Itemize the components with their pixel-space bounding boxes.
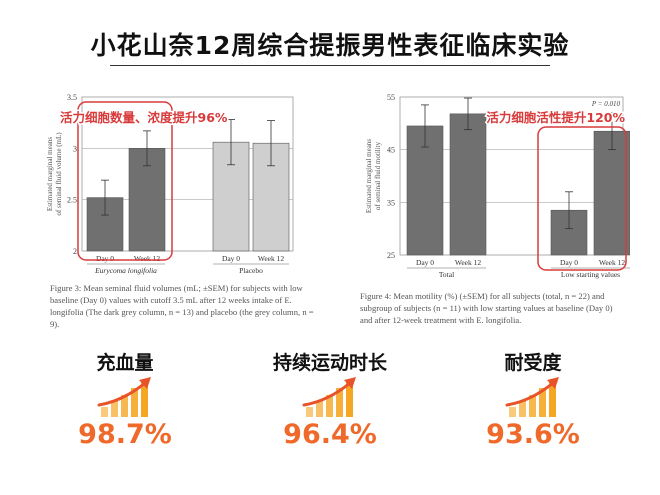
y-tick-label: 55 [387, 93, 395, 102]
icon-bar [336, 388, 343, 417]
x-tick-label: Day 0 [96, 254, 114, 263]
icon-bar [121, 395, 128, 417]
growth-chart-icon [302, 377, 356, 417]
highlight-annotation: 活力细胞活性提升120% [486, 110, 625, 125]
icon-arrow-head [344, 377, 356, 389]
group-label: Eurycoma longifolia [94, 266, 157, 275]
y-tick-label: 35 [387, 198, 395, 207]
y-tick-label: 2 [73, 247, 77, 256]
icon-bar [131, 388, 138, 417]
page-title: 小花山奈12周综合提振男性表征临床实验 [90, 31, 570, 60]
bar [212, 141, 250, 252]
x-tick-label: Week 12 [134, 254, 161, 263]
y-tick-label: 2.5 [67, 196, 77, 205]
icon-bar [529, 395, 536, 417]
icon-bar [111, 401, 118, 417]
p-value-label: P = 0.010 [591, 100, 621, 108]
metric-label: 持续运动时长 [272, 352, 387, 374]
icon-bar [101, 407, 108, 417]
x-tick-label: Week 12 [455, 258, 482, 267]
icon-arrow-head [547, 377, 559, 389]
icon-arrow-line [302, 381, 352, 407]
y-tick-label: 45 [387, 146, 395, 155]
bar [406, 125, 444, 256]
metric-value: 98.7% [78, 419, 172, 450]
icon-arrow-line [505, 381, 555, 407]
metric-exercise-duration: 持续运动时长 96.4% [255, 348, 405, 450]
icon-bar [326, 395, 333, 417]
highlight-annotation: 活力细胞数量、浓度提升96% [60, 110, 228, 125]
metric-label: 耐受度 [504, 352, 562, 374]
figure-4-caption: Figure 4: Mean motility (%) (±SEM) for a… [360, 291, 613, 325]
y-tick-label: 3 [73, 144, 77, 153]
metric-blood-flow: 充血量 98.7% [70, 348, 180, 450]
x-tick-label: Day 0 [560, 258, 578, 267]
y-axis-label: Estimated marginal meansof seminal fluid… [46, 132, 63, 216]
icon-bar [141, 381, 148, 417]
bar [449, 113, 487, 256]
title-underline [110, 65, 550, 66]
y-axis-label: Estimated marginal meansof seminal fluid… [365, 139, 382, 213]
bar [593, 130, 630, 256]
motility-chart: 25 35 45 55 Estimated marginal meansof semin… [365, 93, 630, 279]
metric-tolerance: 耐受度 93.6% [478, 348, 588, 450]
metric-value: 96.4% [283, 419, 377, 450]
metric-label: 充血量 [96, 352, 154, 374]
metric-value: 93.6% [486, 419, 580, 450]
icon-bar [316, 401, 323, 417]
icon-bar [346, 381, 353, 417]
icon-bar [519, 401, 526, 417]
y-tick-label: 3.5 [67, 93, 77, 102]
seminal-volume-chart: 2 2.5 3 3.5 Estimated marginal meansof semin… [46, 93, 294, 275]
group-label: Low starting values [561, 270, 620, 279]
figure-3-caption: Figure 3: Mean seminal fluid volumes (mL… [50, 283, 314, 329]
group-label: Total [439, 270, 454, 279]
x-tick-label: Week 12 [258, 254, 285, 263]
growth-chart-icon [97, 377, 151, 417]
x-tick-label: Day 0 [222, 254, 240, 263]
icon-arrow-line [97, 381, 147, 407]
growth-chart-icon [505, 377, 559, 417]
x-tick-label: Week 12 [599, 258, 626, 267]
icon-bar [539, 388, 546, 417]
icon-bar [306, 407, 313, 417]
y-tick-label: 25 [387, 251, 395, 260]
highlight-box [77, 101, 173, 261]
group-label: Placebo [239, 266, 263, 275]
icon-arrow-head [139, 377, 151, 389]
highlight-box [537, 126, 627, 271]
x-tick-label: Day 0 [416, 258, 434, 267]
icon-bar [509, 407, 516, 417]
icon-bar [549, 381, 556, 417]
